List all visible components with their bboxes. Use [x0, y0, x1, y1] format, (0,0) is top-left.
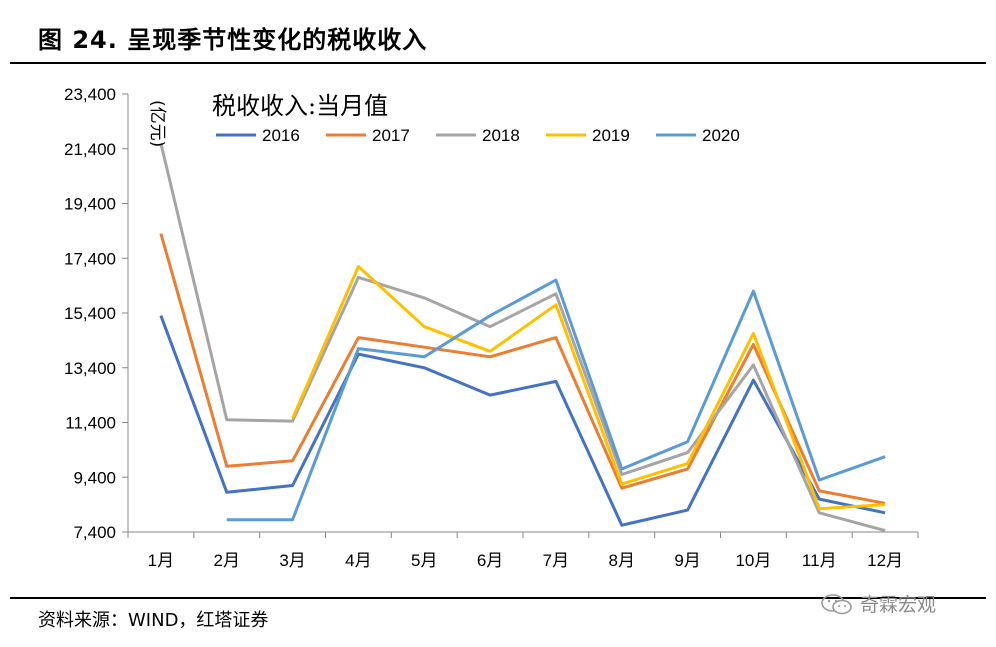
wechat-icon: [821, 593, 852, 614]
y-tick-label: 17,400: [64, 249, 116, 268]
series-line-2018: [159, 142, 886, 533]
legend: 2016 2017 2018 2019 2020: [216, 126, 740, 145]
y-tick-label: 7,400: [73, 523, 116, 542]
x-tick-label: 3月: [279, 551, 305, 570]
chart-title: 税收收入:当月值: [212, 92, 388, 120]
top-rule: [10, 62, 986, 64]
x-tick-label: 1月: [148, 551, 174, 570]
watermark-text: 奇霖宏观: [860, 594, 937, 616]
y-tick-label: 19,400: [64, 195, 116, 214]
series-line-2016: [159, 315, 886, 527]
legend-label-2017: 2017: [372, 126, 410, 145]
x-tick-label: 9月: [674, 551, 700, 570]
source-note: 资料来源：WIND，红塔证券: [38, 610, 269, 631]
x-tick-label: 8月: [609, 551, 635, 570]
series-line-2019: [291, 265, 886, 511]
y-tick-label: 13,400: [64, 359, 116, 378]
y-tick-label: 23,400: [64, 85, 116, 104]
line-chart: 7,400 9,400 11,400 13,400 15,400 17,400 19,400…: [64, 85, 919, 570]
y-tick-label: 11,400: [65, 414, 116, 433]
legend-label-2020: 2020: [702, 126, 740, 145]
x-tick-label: 6月: [477, 551, 503, 570]
bottom-rule: [10, 597, 986, 599]
chart-axes: 7,400 9,400 11,400 13,400 15,400 17,400 19,400…: [64, 85, 919, 570]
x-tick-label: 5月: [411, 551, 437, 570]
x-tick-label: 10月: [735, 551, 771, 570]
series-line-2020: [226, 278, 886, 522]
series-line-2017: [159, 233, 886, 505]
y-tick-label: 21,400: [64, 140, 116, 159]
legend-label-2018: 2018: [482, 126, 520, 145]
y-tick-label: 15,400: [64, 304, 116, 323]
y-tick-label: 9,400: [73, 468, 116, 487]
figure-title: 图 24. 呈现季节性变化的税收收入: [38, 26, 428, 54]
unit-label: (亿元): [147, 100, 167, 147]
legend-label-2016: 2016: [262, 126, 300, 145]
x-tick-label: 11月: [802, 551, 837, 570]
x-tick-label: 7月: [543, 551, 569, 570]
series-lines: [159, 142, 886, 533]
x-tick-label: 4月: [345, 551, 371, 570]
x-tick-label: 2月: [214, 551, 240, 570]
legend-label-2019: 2019: [592, 126, 630, 145]
watermark: 奇霖宏观: [820, 590, 936, 617]
x-tick-label: 12月: [867, 551, 903, 570]
